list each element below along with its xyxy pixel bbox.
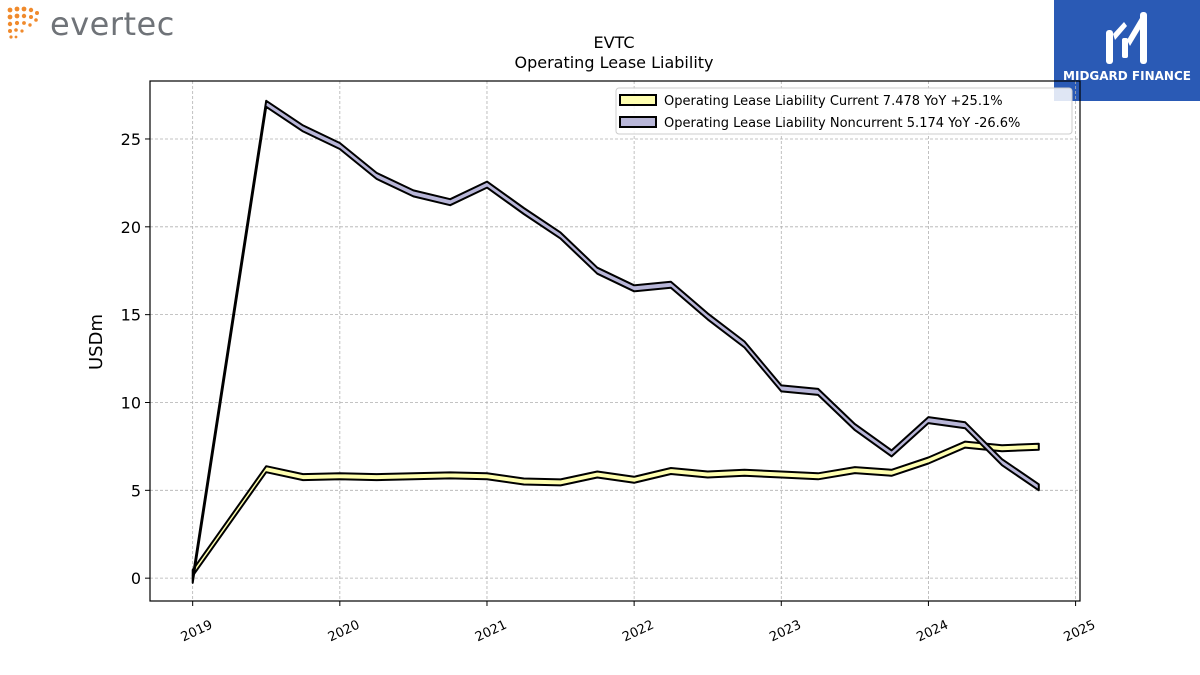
y-tick-label: 10 [121,393,141,412]
evertec-dots-icon [7,6,39,39]
x-tick-label: 2019 [179,618,215,646]
chart-title: EVTC [593,33,634,52]
x-tick-label: 2021 [473,618,509,646]
y-tick-label: 25 [121,130,141,149]
legend-swatch-1 [619,94,657,106]
legend-label-1: Operating Lease Liability Current 7.478 … [664,94,1003,109]
x-tick-label: 2020 [326,618,362,646]
y-tick-label: 20 [121,218,141,237]
legend: Operating Lease Liability Current 7.478 … [615,87,1073,135]
plot-frame [149,80,1081,602]
legend-label-2: Operating Lease Liability Noncurrent 5.1… [664,116,1020,131]
x-tick-label: 2022 [620,618,656,646]
evertec-wordmark: evertec [50,5,175,43]
x-tick-label: 2025 [1062,618,1098,646]
y-axis-label: USDm [86,314,107,370]
chart-subtitle: Operating Lease Liability [514,53,713,72]
evertec-logo: evertec [4,4,194,44]
midgard-finance-logo: MIDGARD FINANCE [1054,0,1200,101]
legend-box [615,87,1073,135]
x-tick-label: 2024 [914,618,950,646]
legend-swatch-2 [619,116,657,128]
series-band-1 [191,440,1040,577]
midgard-emblem-icon [1106,12,1147,64]
x-tick-label: 2023 [767,618,803,646]
y-tick-label: 5 [131,481,141,500]
midgard-finance-wordmark: MIDGARD FINANCE [1063,69,1191,83]
series-band-2 [191,99,1040,584]
y-tick-label: 0 [131,569,141,588]
y-tick-label: 15 [121,306,141,325]
